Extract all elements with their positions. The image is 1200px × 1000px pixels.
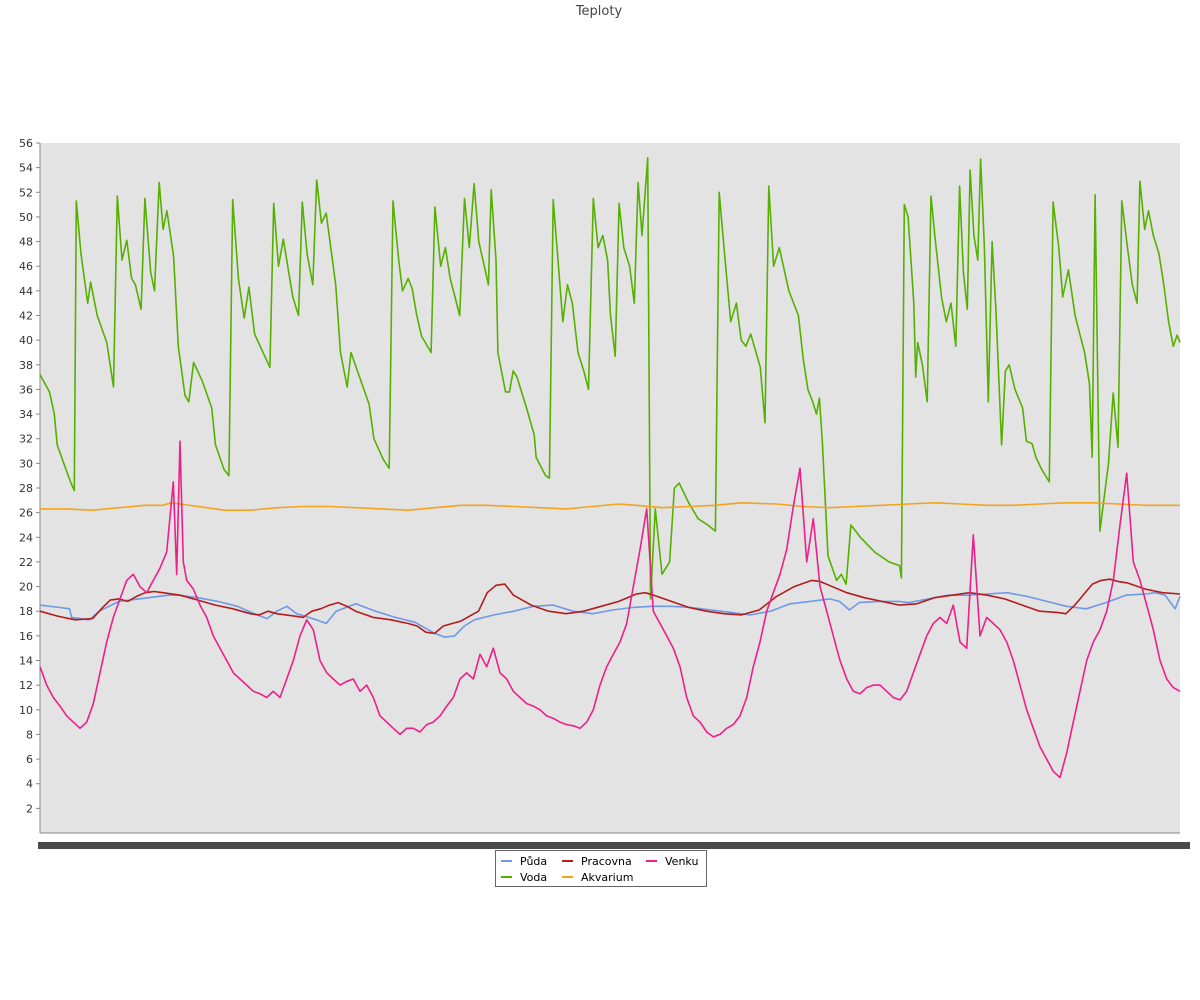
y-tick-label: 18 <box>19 605 33 618</box>
y-tick-label: 30 <box>19 457 33 470</box>
y-tick-label: 42 <box>19 310 33 323</box>
legend-label: Pracovna <box>581 855 632 868</box>
y-tick-label: 16 <box>19 630 33 643</box>
legend-label: Venku <box>665 855 698 868</box>
legend-label: Půda <box>520 855 547 868</box>
y-tick-label: 6 <box>26 753 33 766</box>
y-tick-label: 52 <box>19 186 33 199</box>
y-tick-label: 32 <box>19 433 33 446</box>
y-tick-label: 40 <box>19 334 33 347</box>
series-line-venku <box>39 440 1181 779</box>
y-tick-label: 10 <box>19 704 33 717</box>
y-tick-label: 22 <box>19 556 33 569</box>
y-tick-label: 2 <box>26 802 33 815</box>
y-tick-label: 54 <box>19 162 33 175</box>
y-tick-label: 8 <box>26 728 33 741</box>
plot-area <box>40 143 1180 833</box>
y-tick-label: 46 <box>19 260 33 273</box>
series-layer <box>39 157 1181 779</box>
y-tick-label: 26 <box>19 507 33 520</box>
y-tick-label: 50 <box>19 211 33 224</box>
y-tick-label: 38 <box>19 359 33 372</box>
y-tick-label: 14 <box>19 655 33 668</box>
series-line-akvarium <box>40 501 1180 512</box>
y-tick-label: 56 <box>19 137 33 150</box>
legend-label: Voda <box>520 871 547 884</box>
y-tick-label: 34 <box>19 408 33 421</box>
chart-title: Teploty <box>575 4 623 19</box>
y-tick-label: 36 <box>19 383 33 396</box>
y-tick-label: 4 <box>26 778 33 791</box>
legend: Půda Voda Pracovna Akvarium Venku <box>495 850 707 887</box>
x-tick-labels-band <box>38 842 1190 849</box>
y-axis: 2468101214161820222426283032343638404244… <box>19 137 41 833</box>
y-tick-label: 20 <box>19 581 33 594</box>
y-tick-label: 28 <box>19 482 33 495</box>
y-tick-label: 48 <box>19 236 33 249</box>
series-line-voda <box>39 157 1181 600</box>
legend-label: Akvarium <box>581 871 633 884</box>
y-tick-label: 24 <box>19 531 33 544</box>
y-tick-label: 12 <box>19 679 33 692</box>
series-line-pracovna <box>39 578 1181 635</box>
legend-box <box>495 850 707 887</box>
x-axis <box>38 832 1190 849</box>
y-tick-label: 44 <box>19 285 33 298</box>
series-line-puda <box>39 591 1181 638</box>
